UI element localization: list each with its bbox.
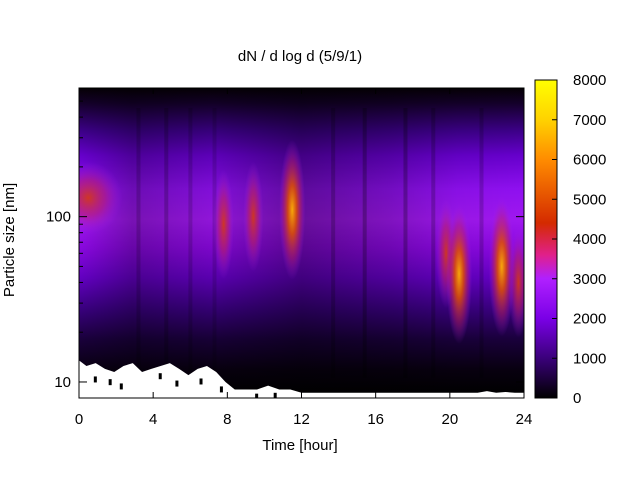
- colorbar-tick-label: 1000: [573, 350, 606, 367]
- heatmap-streak: [188, 108, 193, 378]
- heatmap-streak: [479, 108, 484, 378]
- x-tick-label: 12: [293, 411, 310, 428]
- colorbar-tick-label: 2000: [573, 311, 606, 328]
- heatmap-hotspot: [213, 169, 234, 280]
- chart-title: dN / d log d (5/9/1): [238, 48, 362, 65]
- colorbar-tick-label: 6000: [573, 152, 606, 169]
- colorbar-tick-label: 7000: [573, 112, 606, 129]
- x-tick-label: 16: [367, 411, 384, 428]
- heatmap-hotspot: [508, 227, 524, 338]
- colorbar-tick-label: 8000: [573, 72, 606, 89]
- colorbar: 0 1000 2000 3000 4000 5000 6000 7000 8000: [534, 72, 606, 407]
- no-data-speckle: [93, 376, 97, 383]
- heatmap-plot-area: [79, 88, 524, 398]
- y-tick-label: 100: [46, 209, 71, 226]
- heatmap-hotspot: [79, 161, 123, 234]
- x-tick-label: 20: [441, 411, 458, 428]
- colorbar-tick-label: 0: [573, 390, 581, 407]
- x-tick-label: 4: [149, 411, 157, 428]
- heatmap-hotspot: [446, 203, 473, 344]
- colorbar-tick-label: 3000: [573, 271, 606, 288]
- colorbar-tick-label: 4000: [573, 231, 606, 248]
- no-data-speckle: [158, 373, 162, 380]
- no-data-speckle: [273, 392, 277, 398]
- x-axis: 0 4 8 12 16 20 24: [75, 88, 533, 428]
- y-tick-label: 10: [54, 374, 71, 391]
- heatmap-hotspot: [243, 161, 264, 272]
- x-tick-label: 24: [516, 411, 533, 428]
- heatmap-hotspot: [279, 139, 306, 280]
- heatmap-streak: [331, 108, 336, 378]
- x-axis-label: Time [hour]: [262, 437, 337, 454]
- no-data-speckle: [175, 380, 179, 387]
- heatmap-streak: [136, 108, 141, 378]
- no-data-speckle: [199, 378, 203, 385]
- heatmap-streak: [431, 108, 436, 378]
- heatmap-hotspot: [488, 196, 515, 337]
- heatmap-streak: [164, 108, 169, 378]
- no-data-speckle: [219, 386, 223, 393]
- y-axis-label: Particle size [nm]: [1, 183, 18, 297]
- no-data-region: [79, 360, 524, 398]
- y-axis: 10 100: [46, 100, 524, 391]
- x-tick-label: 0: [75, 411, 83, 428]
- heatmap-streak: [362, 108, 367, 378]
- no-data-speckle: [119, 383, 123, 390]
- no-data-speckle: [255, 393, 259, 398]
- colorbar-tick-label: 5000: [573, 191, 606, 208]
- heatmap-streak: [403, 108, 408, 378]
- no-data-speckle: [108, 379, 112, 386]
- x-tick-label: 8: [223, 411, 231, 428]
